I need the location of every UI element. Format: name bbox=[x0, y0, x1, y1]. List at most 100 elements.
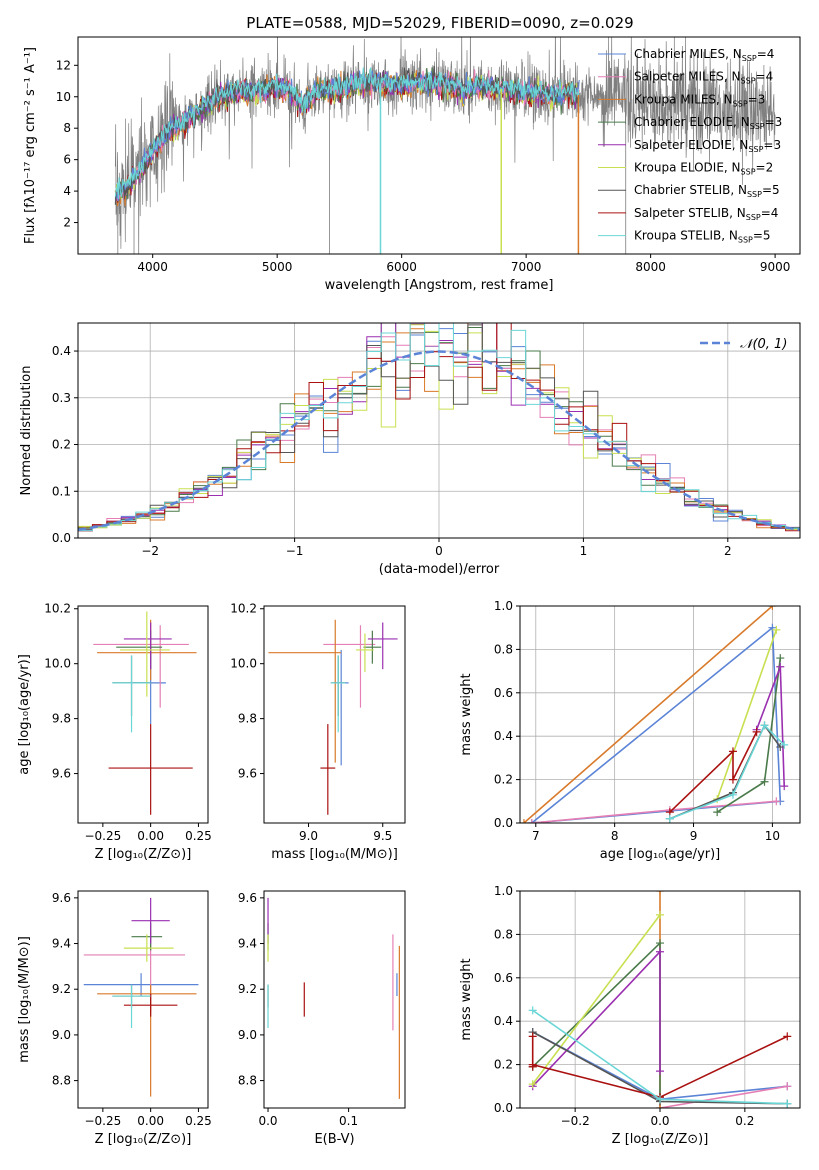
series-marker bbox=[780, 782, 789, 791]
y-tick-label: 10.0 bbox=[230, 657, 257, 671]
y-tick-label: 0.6 bbox=[494, 686, 513, 700]
series-line bbox=[523, 606, 773, 823]
errorbar-kroupa-miles bbox=[97, 984, 197, 1097]
plot-area bbox=[114, 37, 776, 254]
legend-label: Chabrier MILES, NSSP=4 bbox=[634, 47, 774, 63]
y-tick-label: 10.2 bbox=[230, 602, 257, 616]
axes-frame bbox=[77, 605, 209, 824]
series-marker bbox=[713, 808, 722, 817]
series-marker bbox=[728, 790, 737, 799]
x-tick-label: −0.25 bbox=[84, 829, 121, 843]
panel-mass_vs_Z: −0.25 0.00 0.25 8.8 9.0 9.2 9.4 9.6 Z [log₁₀(Z/Z… bbox=[17, 890, 212, 1147]
series-marker bbox=[656, 910, 664, 919]
panel-age_vs_Z: −0.25 0.00 0.25 9.6 9.8 10.0 10.2 Z [log₁₀(Z/Z⊙… bbox=[17, 602, 212, 862]
series-marker bbox=[772, 797, 781, 806]
series-marker bbox=[776, 654, 785, 663]
panel-spectrum: 4000 5000 6000 7000 8000 9000 2 4 6 8 10 12 waveleng… bbox=[23, 36, 801, 293]
series-line bbox=[532, 914, 661, 1085]
x-tick-label: 4000 bbox=[137, 260, 168, 274]
series-marker bbox=[783, 1099, 792, 1108]
y-tick-label: 8.8 bbox=[52, 1074, 71, 1088]
errorbar-kroupa-miles bbox=[268, 619, 342, 763]
y-tick-label: 9.4 bbox=[52, 937, 71, 951]
panel-weight_vs_age: 7 8 9 10 0.0 0.2 0.4 0.6 0.8 1.0 age [log₁₀(age/yr… bbox=[459, 599, 801, 862]
x-tick-label: 9 bbox=[690, 829, 698, 843]
y-tick-label: 0.2 bbox=[494, 1058, 513, 1072]
y-axis-label: mass weight bbox=[459, 958, 474, 1040]
series-line bbox=[755, 666, 785, 787]
legend-label: Chabrier STELIB, NSSP=5 bbox=[634, 183, 780, 199]
x-axis-label: E(B-V) bbox=[314, 1132, 354, 1147]
series-marker bbox=[783, 1082, 792, 1091]
y-axis-label: mass [log₁₀(M/M⊙)] bbox=[17, 936, 32, 1063]
x-tick-label: 0.00 bbox=[137, 1114, 164, 1128]
y-tick-label: 0.3 bbox=[52, 391, 71, 405]
series-marker bbox=[656, 1095, 664, 1104]
axes-frame bbox=[263, 605, 406, 824]
x-tick-label: 0.25 bbox=[185, 829, 212, 843]
figure-title: PLATE=0588, MJD=52029, FIBERID=0090, z=0… bbox=[246, 14, 633, 32]
series-line bbox=[669, 724, 785, 820]
x-axis-label: Z [log₁₀(Z/Z⊙)] bbox=[95, 1132, 192, 1147]
panel-residuals: −2 −1 0 1 2 0.0 0.1 0.2 0.3 0.4 (data-model)/error… bbox=[19, 322, 801, 577]
series-marker bbox=[768, 606, 777, 610]
errorbar-kroupa-elodie bbox=[120, 611, 170, 697]
x-tick-label: 10 bbox=[765, 829, 780, 843]
x-tick-label: 9.5 bbox=[373, 829, 392, 843]
series-marker bbox=[528, 1060, 537, 1069]
series-marker bbox=[528, 1032, 537, 1041]
x-tick-label: 8 bbox=[611, 829, 619, 843]
panel-age_vs_mass: 9.0 9.5 9.6 9.8 10.0 10.2 mass [log₁₀(M/M⊙)] bbox=[230, 602, 406, 862]
y-tick-label: 8 bbox=[63, 121, 71, 135]
series-marker bbox=[728, 747, 737, 756]
x-tick-label: −2 bbox=[141, 544, 159, 558]
plot-area bbox=[83, 897, 199, 1097]
errorbar-salpeter-elodie bbox=[131, 897, 170, 944]
legend: Chabrier MILES, NSSP=4 Salpeter MILES, NS… bbox=[598, 47, 782, 245]
series-salpeter-stelib bbox=[665, 727, 761, 817]
errorbar-salpeter-stelib bbox=[320, 724, 336, 815]
y-axis-label: mass weight bbox=[459, 673, 474, 755]
legend-label: 𝒩(0, 1) bbox=[740, 337, 787, 352]
series-marker bbox=[760, 721, 769, 730]
x-tick-label: 2 bbox=[724, 544, 732, 558]
errorbar-salpeter-stelib bbox=[123, 993, 178, 1017]
y-tick-label: 0.1 bbox=[52, 484, 71, 498]
series-chabrier-elodie bbox=[713, 654, 785, 817]
x-tick-label: 0 bbox=[435, 544, 443, 558]
errorbar-salpeter-stelib bbox=[108, 724, 193, 815]
x-tick-label: 0.25 bbox=[185, 1114, 212, 1128]
errorbar-kroupa-stelib bbox=[112, 655, 151, 733]
y-tick-label: 10.0 bbox=[44, 657, 71, 671]
legend-label: Kroupa STELIB, NSSP=5 bbox=[634, 229, 771, 245]
plot-area bbox=[78, 323, 800, 534]
y-tick-label: 9.6 bbox=[238, 767, 257, 781]
y-tick-label: 9.2 bbox=[238, 982, 257, 996]
y-tick-label: 9.8 bbox=[52, 712, 71, 726]
y-tick-label: 4 bbox=[63, 184, 71, 198]
y-tick-label: 9.8 bbox=[238, 712, 257, 726]
series-marker bbox=[656, 1067, 664, 1076]
y-axis-label: age [log₁₀(age/yr)] bbox=[17, 654, 32, 775]
x-tick-label: 0.0 bbox=[258, 1114, 277, 1128]
y-tick-label: 10 bbox=[56, 90, 71, 104]
errorbar-salpeter-elodie bbox=[123, 622, 172, 670]
x-tick-label: 7000 bbox=[511, 260, 542, 274]
plot-area bbox=[267, 897, 400, 1099]
legend-label: Salpeter ELODIE, NSSP=3 bbox=[634, 138, 781, 154]
panel-weight_vs_Z: −0.2 0.0 0.2 0.0 0.2 0.4 0.6 0.8 1.0 Z [log₁₀(Z/Z… bbox=[459, 884, 801, 1147]
series-marker bbox=[656, 891, 664, 895]
x-axis-label: Z [log₁₀(Z/Z⊙)] bbox=[95, 847, 192, 862]
x-tick-label: 7 bbox=[532, 829, 540, 843]
y-tick-label: 9.0 bbox=[238, 1028, 257, 1042]
series-marker bbox=[656, 947, 664, 956]
axes-frame bbox=[77, 890, 209, 1109]
y-tick-label: 1.0 bbox=[494, 884, 513, 898]
series-kroupa-miles bbox=[520, 606, 777, 823]
series-marker bbox=[528, 1080, 537, 1089]
y-tick-label: 9.6 bbox=[52, 767, 71, 781]
x-axis-label: age [log₁₀(age/yr)] bbox=[600, 847, 721, 862]
x-tick-label: 0.2 bbox=[735, 1114, 754, 1128]
y-tick-label: 0.0 bbox=[494, 1101, 513, 1115]
